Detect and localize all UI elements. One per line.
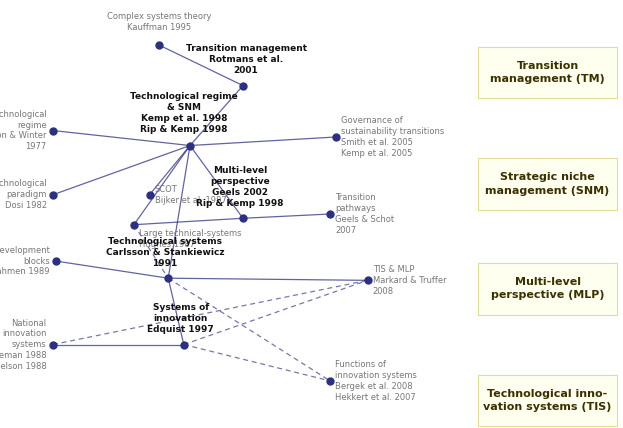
Text: Transition
pathways
Geels & Schot
2007: Transition pathways Geels & Schot 2007 [335, 193, 394, 235]
Text: Complex systems theory
Kauffman 1995: Complex systems theory Kauffman 1995 [107, 12, 211, 32]
Text: Multi-level
perspective
Geels 2002
Rip & Kemp 1998: Multi-level perspective Geels 2002 Rip &… [196, 166, 283, 208]
Text: Technological systems
Carlsson & Stankiewicz
1991: Technological systems Carlsson & Stankie… [106, 237, 224, 268]
Text: Transition management
Rotmans et al.
2001: Transition management Rotmans et al. 200… [186, 45, 307, 75]
Text: National
innovation
systems
Freeman 1988
Nelson 1988: National innovation systems Freeman 1988… [0, 318, 47, 371]
Text: Strategic niche
management (SNM): Strategic niche management (SNM) [485, 172, 610, 196]
Text: Large technical-systems
Hughes 1987: Large technical-systems Hughes 1987 [139, 229, 242, 249]
Text: Governance of
sustainability transitions
Smith et al. 2005
Kemp et al. 2005: Governance of sustainability transitions… [341, 116, 445, 158]
Text: Technological inno-
vation systems (TIS): Technological inno- vation systems (TIS) [483, 389, 612, 412]
Text: Multi-level
perspective (MLP): Multi-level perspective (MLP) [491, 277, 604, 300]
Text: Functions of
innovation systems
Bergek et al. 2008
Hekkert et al. 2007: Functions of innovation systems Bergek e… [335, 360, 417, 401]
FancyBboxPatch shape [478, 47, 617, 98]
Text: Technological
paradigm
Dosi 1982: Technological paradigm Dosi 1982 [0, 179, 47, 210]
Text: Development
blocks
Dahmen 1989: Development blocks Dahmen 1989 [0, 246, 50, 276]
Text: Technological regime
& SNM
Kemp et al. 1998
Rip & Kemp 1998: Technological regime & SNM Kemp et al. 1… [130, 92, 237, 134]
FancyBboxPatch shape [478, 263, 617, 315]
Text: Transition
management (TM): Transition management (TM) [490, 61, 605, 84]
Text: Technological
regime
Nelson & Winter
1977: Technological regime Nelson & Winter 197… [0, 110, 47, 151]
Text: SCOT
Bijker et al. 1987: SCOT Bijker et al. 1987 [155, 185, 226, 205]
Text: Systems of
innovation
Edquist 1997: Systems of innovation Edquist 1997 [147, 303, 214, 334]
FancyBboxPatch shape [478, 374, 617, 426]
FancyBboxPatch shape [478, 158, 617, 210]
Text: TIS & MLP
Markard & Truffer
2008: TIS & MLP Markard & Truffer 2008 [373, 265, 446, 296]
